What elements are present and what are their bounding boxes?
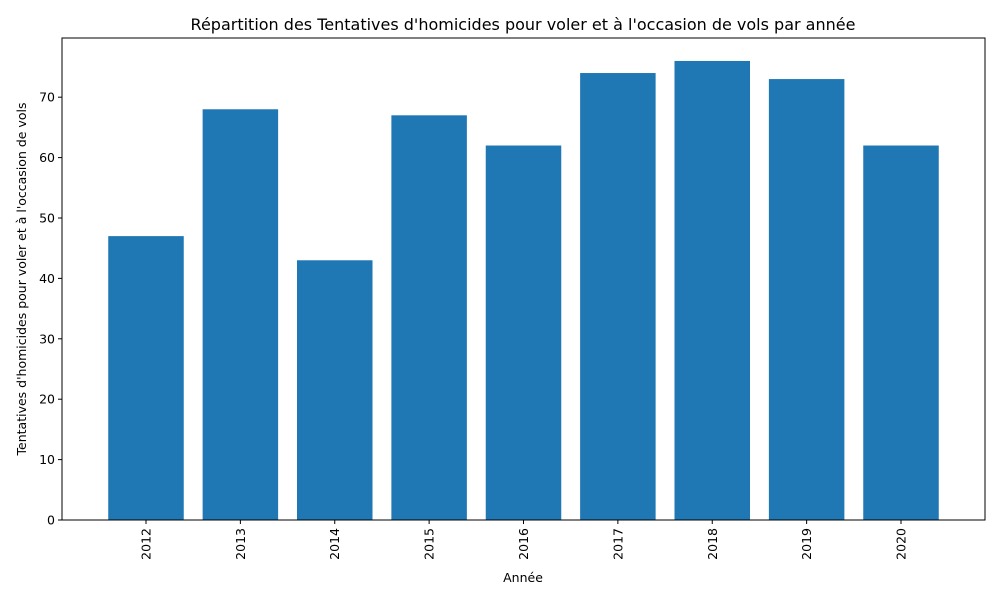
- x-tick-label-2014: 2014: [327, 528, 342, 560]
- bar-2016: [485, 145, 562, 520]
- x-tick-label-2012: 2012: [138, 528, 153, 560]
- y-tick-label-10: 10: [39, 452, 55, 467]
- chart-title: Répartition des Tentatives d'homicides p…: [191, 15, 856, 34]
- bar-2014: [296, 260, 373, 520]
- bar-2019: [768, 79, 845, 520]
- bar-2020: [863, 145, 939, 520]
- bar-2015: [391, 115, 467, 520]
- x-tick-label-2016: 2016: [516, 528, 531, 560]
- x-tick-label-2018: 2018: [705, 528, 720, 560]
- y-tick-label-20: 20: [39, 392, 55, 407]
- bar-2018: [674, 60, 751, 520]
- x-tick-label-2013: 2013: [233, 528, 248, 560]
- x-tick-label-2017: 2017: [610, 528, 625, 560]
- y-tick-label-30: 30: [39, 331, 55, 346]
- x-axis: 2012 2013 2014 2015 2016 2017 2018 2019 2020: [138, 520, 909, 560]
- plot-frame: [61, 37, 986, 521]
- y-axis-label: Tentatives d'homicides pour voler et à l…: [14, 103, 29, 457]
- y-tick-label-70: 70: [39, 90, 55, 105]
- x-axis-label: Année: [503, 570, 543, 585]
- y-tick-label-0: 0: [47, 513, 55, 528]
- bars-group: [108, 60, 939, 520]
- y-tick-label-50: 50: [39, 210, 55, 225]
- x-tick-label-2015: 2015: [422, 528, 437, 560]
- bar-2012: [108, 236, 184, 520]
- x-tick-label-2019: 2019: [799, 528, 814, 560]
- y-tick-label-60: 60: [39, 150, 55, 165]
- bar-2017: [580, 73, 656, 520]
- bar-2013: [202, 109, 279, 520]
- y-axis: 0 10 20 30 40 50 60 70: [39, 90, 62, 528]
- y-tick-label-40: 40: [39, 271, 55, 286]
- x-tick-label-2020: 2020: [894, 528, 909, 560]
